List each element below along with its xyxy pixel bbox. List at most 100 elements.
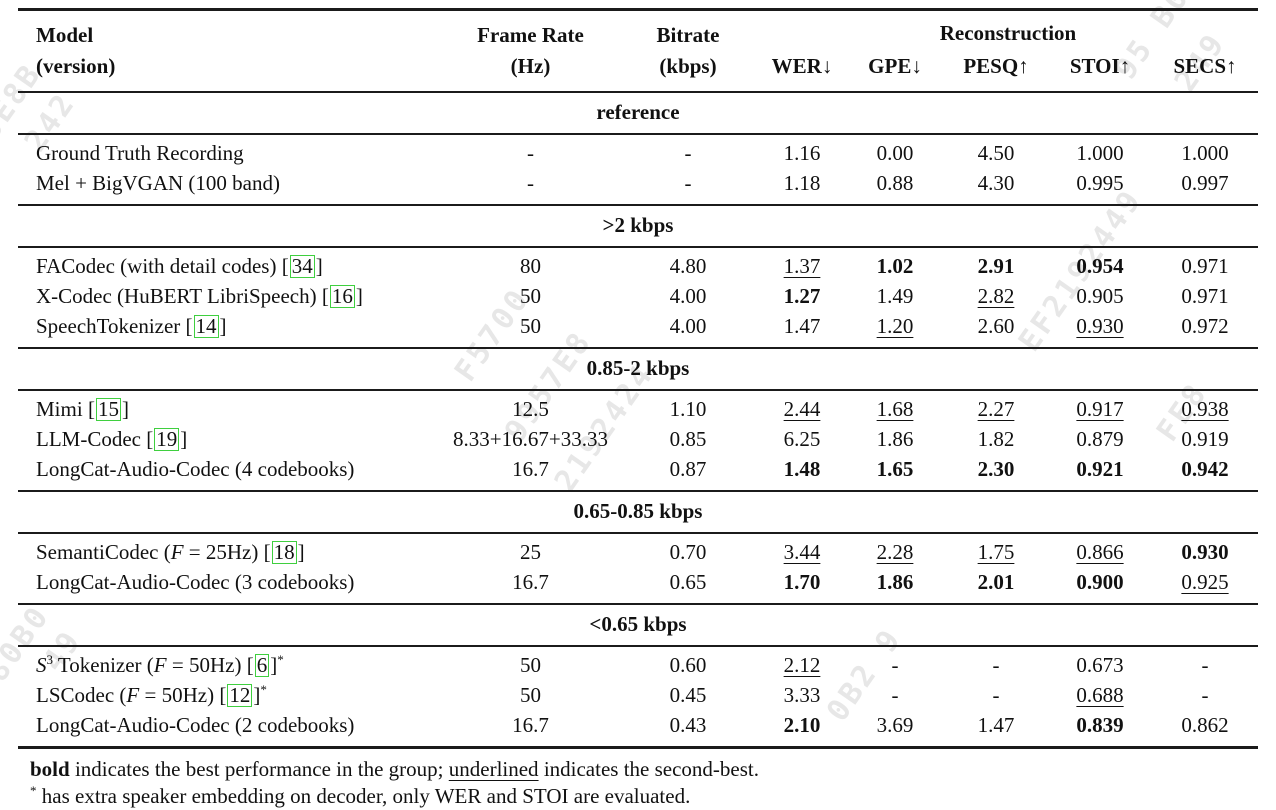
value-cell: 0.866 — [1048, 533, 1152, 567]
value-cell: 1.000 — [1048, 134, 1152, 168]
section-header-row: 0.85-2 kbps — [18, 347, 1258, 391]
citation-number-box: 12 — [227, 683, 253, 707]
metric-value: 0.00 — [876, 141, 914, 165]
metric-value: 1.48 — [783, 457, 821, 481]
metric-value: 0.921 — [1076, 457, 1124, 481]
metric-value: 1.47 — [977, 713, 1015, 737]
metric-value: 0.688 — [1076, 683, 1124, 707]
metric-value: 1.37 — [783, 254, 821, 278]
value-cell: 4.00 — [618, 281, 758, 311]
value-cell: 0.930 — [1152, 533, 1258, 567]
value-cell: 0.925 — [1152, 567, 1258, 604]
value-cell: 50 — [443, 281, 618, 311]
metric-value: 2.01 — [977, 570, 1015, 594]
metric-value: 50 — [520, 653, 541, 677]
value-cell: 1.18 — [758, 168, 846, 205]
text-segment: FACodec (with detail codes) — [36, 254, 282, 278]
metric-value: 0.60 — [669, 653, 707, 677]
value-cell: 0.921 — [1048, 454, 1152, 491]
table-row: LongCat-Audio-Codec (2 codebooks) 16.7 0.4… — [18, 710, 1258, 748]
metric-value: 0.43 — [669, 713, 707, 737]
value-cell: 0.43 — [618, 710, 758, 748]
value-cell: 0.87 — [618, 454, 758, 491]
value-cell: - — [1152, 646, 1258, 680]
math-segment: F — [170, 540, 184, 564]
metric-value: 0.938 — [1181, 397, 1229, 421]
metric-value: 8.33+16.67+33.33 — [453, 427, 608, 451]
model-header-line1: Model — [36, 23, 94, 47]
value-cell: 0.65 — [618, 567, 758, 604]
value-cell: - — [618, 134, 758, 168]
model-name-cell: SemantiCodec (F = 25Hz) [18] — [18, 533, 443, 567]
metric-value: 1.86 — [876, 570, 914, 594]
metric-value: 1.02 — [876, 254, 914, 278]
value-cell: 0.60 — [618, 646, 758, 680]
section-header-row: reference — [18, 91, 1258, 135]
value-cell: - — [618, 168, 758, 205]
text-segment: Ground Truth Recording — [36, 141, 244, 165]
metric-value: - — [527, 171, 534, 195]
header-row-1: Model (version) Frame Rate (Hz) Bitrate … — [18, 10, 1258, 78]
value-cell: 1.82 — [944, 424, 1048, 454]
metric-value: 0.65 — [669, 570, 707, 594]
citation-number-box: 16 — [329, 284, 355, 308]
column-header-wer: WER↓ — [771, 54, 833, 78]
metric-value: 2.27 — [977, 397, 1015, 421]
value-cell: 2.82 — [944, 281, 1048, 311]
metric-value: 50 — [520, 683, 541, 707]
math-segment: F — [126, 683, 140, 707]
citation-ref[interactable]: [15] — [87, 397, 129, 421]
model-name-cell: LSCodec (F = 50Hz) [12]* — [18, 680, 443, 710]
metric-value: 2.60 — [977, 314, 1015, 338]
metric-value: 4.00 — [669, 314, 707, 338]
value-cell: 1.86 — [846, 567, 944, 604]
citation-ref[interactable]: [14] — [185, 314, 227, 338]
value-cell: 1.68 — [846, 390, 944, 424]
model-name-cell: Ground Truth Recording — [18, 134, 443, 168]
citation-ref[interactable]: [6] — [246, 653, 278, 677]
table-body: reference Ground Truth Recording - - 1.16 0.0… — [18, 91, 1258, 748]
b-segment: bold — [30, 757, 70, 781]
text-segment: = 50Hz) — [166, 653, 247, 677]
metric-value: 1.000 — [1076, 141, 1124, 165]
citation-ref[interactable]: [19] — [146, 427, 188, 451]
metric-value: 1.16 — [783, 141, 821, 165]
value-cell: 1.47 — [944, 710, 1048, 748]
citation-number-box: 34 — [289, 254, 315, 278]
metric-value: 2.44 — [783, 397, 821, 421]
table-row: LongCat-Audio-Codec (4 codebooks) 16.7 0.8… — [18, 454, 1258, 491]
metric-value: 0.997 — [1181, 171, 1229, 195]
value-cell: - — [443, 134, 618, 168]
text-segment: indicates the second-best. — [538, 757, 759, 781]
metric-value: 0.972 — [1181, 314, 1229, 338]
citation-ref[interactable]: [16] — [321, 284, 363, 308]
value-cell: 0.995 — [1048, 168, 1152, 205]
value-cell: - — [443, 168, 618, 205]
value-cell: 16.7 — [443, 567, 618, 604]
table-header: Model (version) Frame Rate (Hz) Bitrate … — [18, 10, 1258, 93]
value-cell: - — [846, 680, 944, 710]
citation-ref[interactable]: [34] — [281, 254, 323, 278]
metric-value: 0.930 — [1076, 314, 1124, 338]
metric-value: - — [891, 653, 899, 677]
citation-ref[interactable]: [18] — [263, 540, 305, 564]
metric-value: 2.30 — [977, 457, 1015, 481]
metric-value: 0.673 — [1076, 653, 1124, 677]
model-name-cell: Mel + BigVGAN (100 band) — [18, 168, 443, 205]
metric-value: 0.995 — [1076, 171, 1124, 195]
metric-value: 2.28 — [876, 540, 914, 564]
metric-value: 50 — [520, 284, 541, 308]
metric-value: 0.87 — [669, 457, 707, 481]
value-cell: 1.02 — [846, 247, 944, 281]
metric-value: 0.905 — [1076, 284, 1124, 308]
value-cell: 1.27 — [758, 281, 846, 311]
value-cell: 0.900 — [1048, 567, 1152, 604]
model-name-cell: Mimi [15] — [18, 390, 443, 424]
citation-ref[interactable]: [12] — [219, 683, 261, 707]
metric-value: 80 — [520, 254, 541, 278]
value-cell: 0.971 — [1152, 281, 1258, 311]
u-segment: underlined — [448, 757, 539, 781]
section-header-row: >2 kbps — [18, 204, 1258, 248]
value-cell: 80 — [443, 247, 618, 281]
